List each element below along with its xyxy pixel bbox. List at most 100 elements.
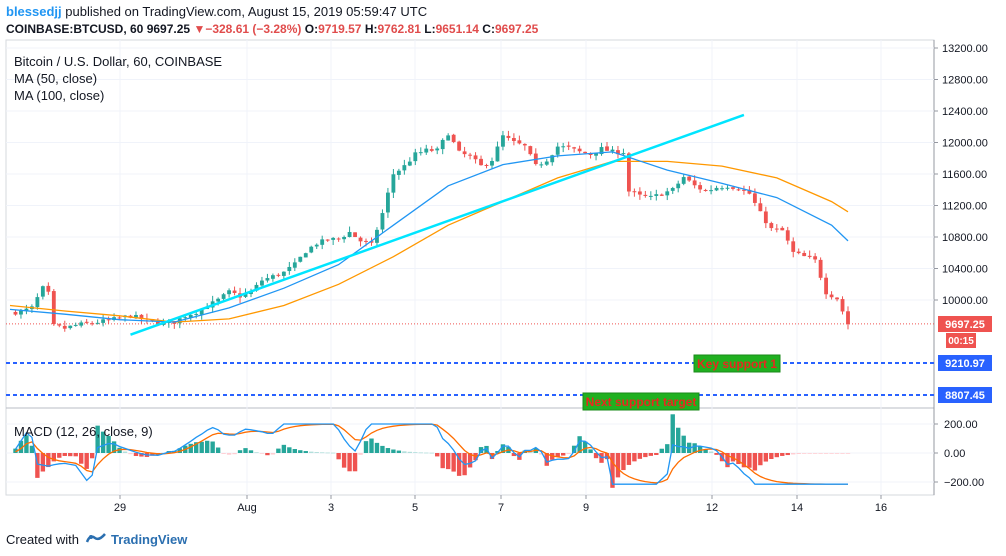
macd-histogram-bar	[358, 453, 363, 455]
macd-histogram-bar	[281, 444, 287, 453]
y-tick-label: 12000.00	[942, 138, 988, 150]
candle-body	[380, 213, 385, 230]
macd-histogram-bar	[539, 453, 544, 455]
macd-histogram-bar	[276, 448, 281, 453]
macd-histogram-bar	[237, 450, 243, 453]
x-tick-label: 5	[412, 502, 418, 514]
trendline-segment	[130, 113, 745, 336]
candle-body	[90, 323, 95, 325]
candle-body	[572, 147, 577, 149]
candle-body	[265, 278, 270, 281]
candle-body	[358, 237, 363, 242]
candle-body	[824, 277, 829, 295]
candle-body	[134, 314, 138, 319]
x-tick-label: Aug	[237, 502, 257, 514]
macd-histogram-bar	[544, 453, 549, 466]
macd-histogram-bar	[632, 453, 637, 462]
y-tick-label: 11600.00	[942, 169, 987, 181]
macd-histogram-bar	[374, 442, 380, 453]
y-tick-label: 12800.00	[942, 75, 988, 87]
macd-histogram-bar	[248, 450, 254, 453]
candle-body	[747, 189, 752, 194]
macd-histogram-bar	[402, 451, 407, 453]
last-price: 9697.25	[146, 22, 191, 36]
candle-body	[35, 297, 40, 308]
candles	[13, 130, 850, 332]
macd-histogram-bar	[128, 453, 133, 455]
candle-body	[517, 140, 522, 144]
candle-body	[758, 203, 763, 212]
candle-body	[665, 191, 670, 196]
tradingview-logo-icon[interactable]	[85, 531, 107, 548]
macd-histogram-bar	[692, 443, 697, 453]
candle-body	[654, 194, 659, 196]
chart-title: Bitcoin / U.S. Dollar, 60, COINBASE	[14, 54, 222, 69]
candle-body	[616, 150, 620, 155]
candle-body	[418, 152, 423, 154]
macd-histogram-bar	[309, 451, 314, 453]
down-arrow-icon: ▼	[193, 22, 206, 36]
price-change: −328.61 (−3.28%)	[205, 22, 302, 36]
macd-histogram-bar	[741, 453, 747, 468]
macd-histogram-bar	[478, 447, 484, 453]
macd-histogram-bar	[610, 453, 615, 488]
macd-histogram-bar	[385, 448, 391, 453]
candle-body	[117, 317, 122, 319]
macd-histogram-bar	[489, 453, 495, 460]
macd-histogram-bar	[834, 453, 840, 454]
open-value: 9719.57	[318, 22, 362, 36]
level2-tag	[938, 387, 992, 403]
candle-body	[402, 165, 407, 171]
y-tick-label: 10000.00	[942, 295, 988, 307]
macd-histogram-bar	[380, 445, 385, 453]
x-tick-label: 12	[706, 502, 718, 514]
key-support-label-box	[693, 354, 781, 373]
macd-histogram-bar	[29, 445, 35, 453]
macd-histogram-bar	[325, 452, 330, 454]
trendline[interactable]	[130, 113, 745, 336]
y-tick-label: 10400.00	[942, 264, 988, 276]
macd-histogram-bar	[226, 453, 232, 455]
macd-histogram-bar	[298, 450, 303, 453]
level1-tag	[938, 355, 992, 371]
macd-histogram-bar	[396, 450, 402, 453]
macd-histogram-bar	[100, 431, 106, 453]
candle-body	[544, 161, 549, 165]
macd-histogram-bar	[106, 435, 111, 453]
macd-histogram-bar	[643, 453, 648, 458]
macd-histogram-bar	[780, 453, 785, 456]
macd-histogram-bar	[736, 453, 741, 465]
tradingview-brand[interactable]: TradingView	[110, 532, 188, 547]
macd-histogram-bar	[676, 427, 681, 453]
symbol-label: COINBASE:BTCUSD, 60	[6, 22, 144, 36]
candle-body	[270, 275, 275, 279]
macd-histogram-bar	[51, 453, 57, 462]
candle-body	[807, 255, 812, 257]
candle-body	[583, 151, 588, 154]
author-name[interactable]: blessedjj	[6, 4, 62, 19]
macd-histogram-bar	[320, 452, 325, 454]
candle-body	[106, 319, 111, 321]
macd-histogram-bar	[440, 453, 445, 469]
close-label: C:	[482, 22, 495, 36]
candle-body	[555, 146, 560, 155]
macd-histogram-bar	[445, 453, 451, 470]
macd-histogram-bar	[303, 451, 308, 453]
candle-body	[281, 271, 286, 276]
macd-histogram-bar	[560, 453, 566, 456]
macd-histogram-bar	[752, 453, 758, 471]
candle-body	[605, 146, 609, 151]
high-value: 9762.81	[377, 22, 421, 36]
candle-body	[681, 177, 686, 184]
candle-body	[46, 285, 51, 292]
macd-histogram-bar	[654, 453, 659, 456]
candle-body	[846, 311, 850, 325]
candle-body	[139, 314, 144, 320]
macd-histogram-bar	[577, 436, 582, 453]
macd-line	[14, 423, 848, 485]
candle-body	[550, 155, 555, 163]
candle-body	[407, 161, 412, 166]
candle-body	[68, 325, 73, 329]
macd-histogram-bar	[259, 453, 265, 454]
